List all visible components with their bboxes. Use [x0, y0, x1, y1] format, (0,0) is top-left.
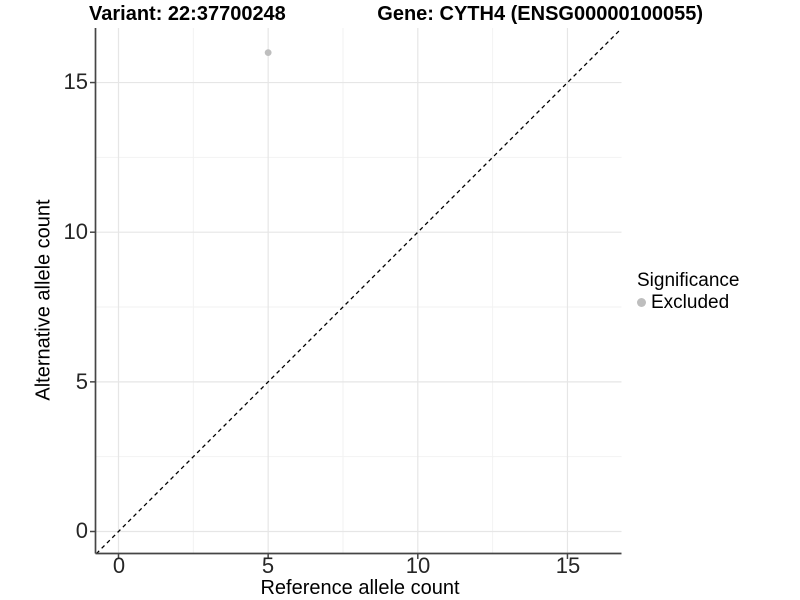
plot-title: Variant: 22:37700248 Gene: CYTH4 (ENSG00… — [89, 3, 703, 25]
legend-point-icon — [637, 298, 646, 307]
legend-item-label: Excluded — [651, 292, 730, 313]
x-tick-label-10: 10 — [405, 553, 431, 578]
y-tick-label-0: 0 — [75, 518, 88, 543]
x-tick-label-15: 15 — [555, 553, 581, 578]
variant-title: Variant: 22:37700248 — [89, 3, 286, 25]
y-axis-title: Alternative allele count — [32, 199, 55, 401]
y-tick-label-10: 10 — [63, 219, 88, 244]
y-tick-label-5: 5 — [75, 369, 88, 394]
x-axis-title: Reference allele count — [260, 577, 460, 599]
legend-title: Significance — [637, 270, 740, 291]
legend: Significance Excluded — [637, 271, 739, 312]
x-tick-label-5: 5 — [261, 553, 275, 578]
identity-line — [95, 28, 622, 555]
legend-item-excluded: Excluded — [637, 293, 739, 312]
x-tick-label-0: 0 — [112, 553, 126, 578]
gene-title: Gene: CYTH4 (ENSG00000100055) — [377, 3, 703, 25]
y-tick-label-15: 15 — [63, 69, 88, 94]
data-point — [264, 49, 272, 57]
